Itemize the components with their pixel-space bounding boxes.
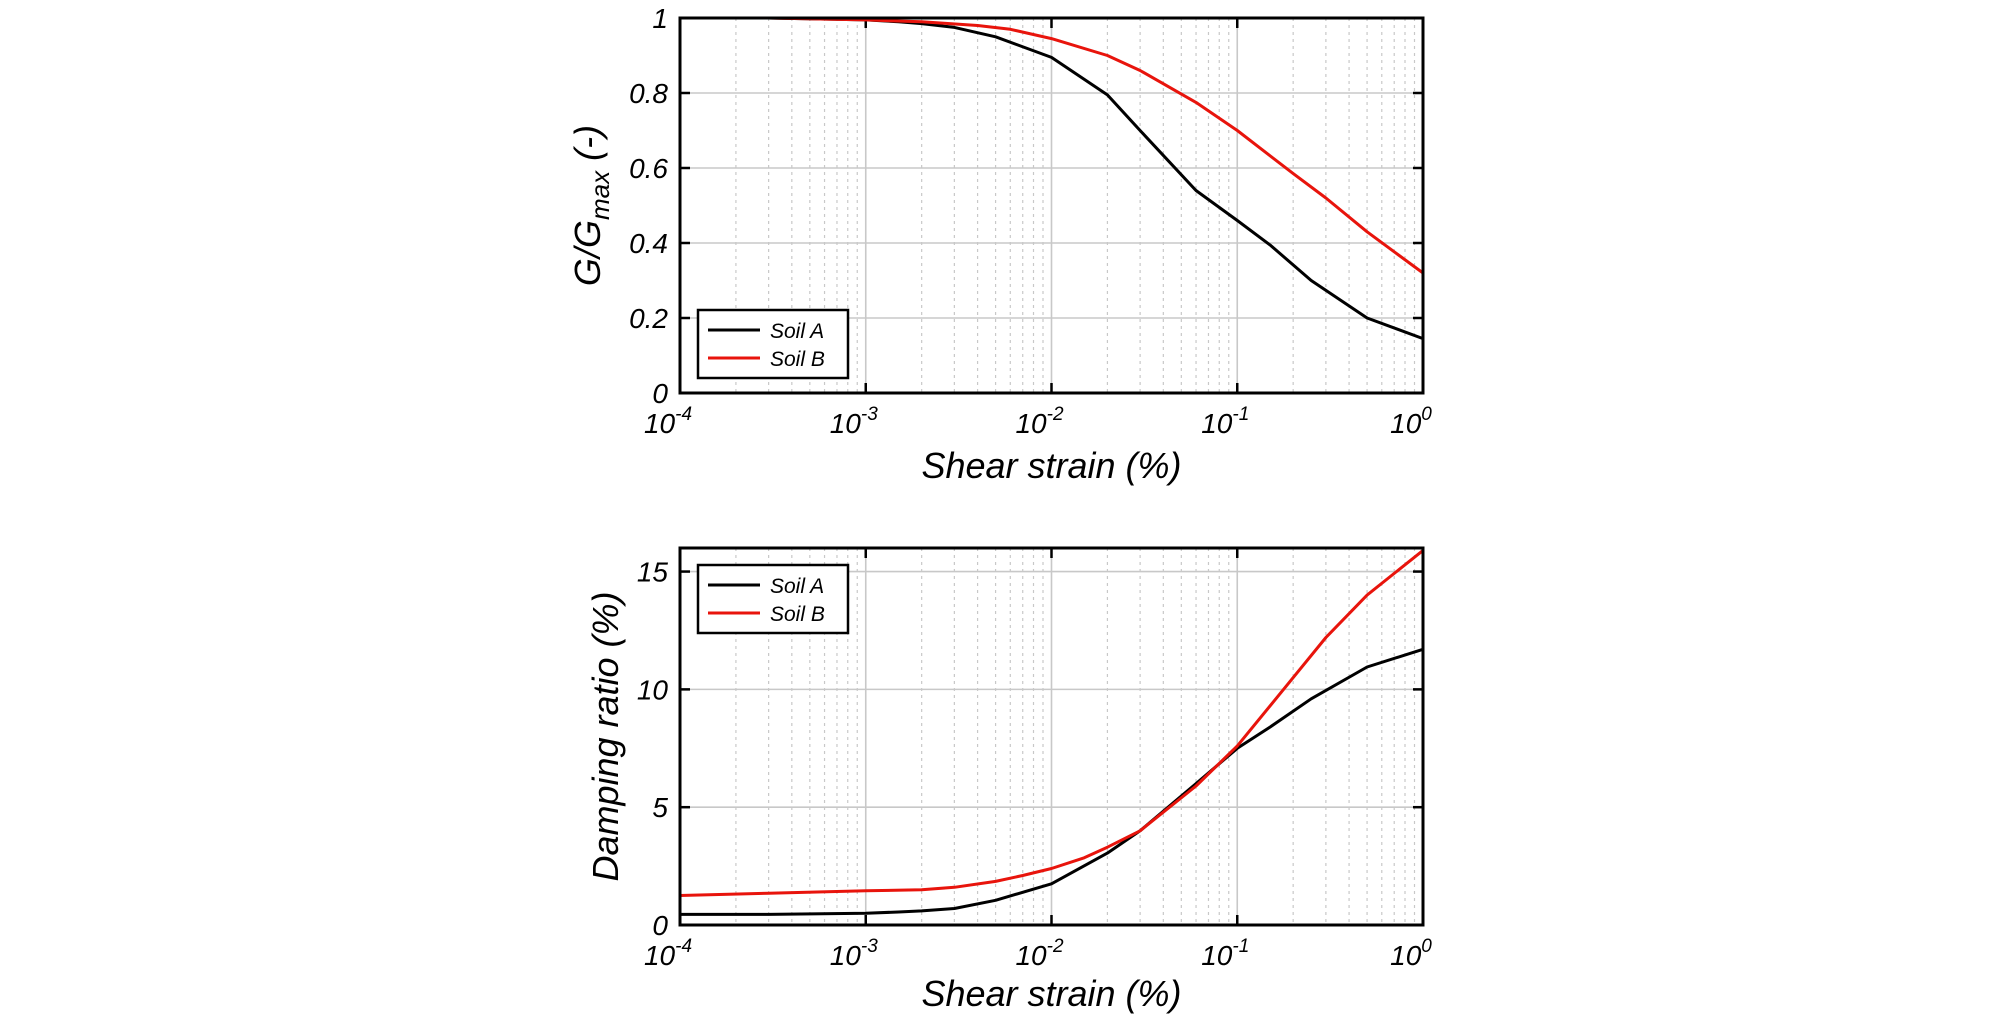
- x-tick-label: 100: [1390, 936, 1432, 971]
- legend-label: Soil B: [770, 348, 825, 371]
- x-tick-label: 10-4: [644, 936, 692, 971]
- y-tick-label: 0.8: [629, 78, 668, 109]
- series-line-soil-a: [680, 647, 1424, 916]
- legend-label: Soil B: [770, 603, 825, 626]
- y-tick-label: 10: [637, 674, 669, 705]
- y-tick-label: 1: [652, 3, 668, 34]
- legend: Soil A Soil B: [696, 563, 850, 635]
- y-tick-label: 0.2: [629, 303, 668, 334]
- x-axis-title: Shear strain (%): [921, 445, 1181, 486]
- x-axis-title: Shear strain (%): [921, 973, 1181, 1014]
- legend-box: [696, 308, 850, 380]
- y-tick-label: 5: [652, 792, 668, 823]
- plot-frame: [678, 16, 1425, 395]
- x-tick-label: 10-1: [1201, 936, 1249, 971]
- x-tick-label: 10-3: [830, 936, 878, 971]
- y-tick-label: 0: [652, 378, 668, 409]
- x-tick-label: 100: [1390, 404, 1432, 439]
- y-axis-title: Damping ratio (%): [585, 591, 626, 881]
- y-axis-title: G/Gmax (-): [567, 125, 615, 286]
- y-tick-label: 0: [652, 910, 668, 941]
- legend-label: Soil A: [770, 320, 824, 343]
- y-tick-label: 0.4: [629, 228, 668, 259]
- x-tick-label: 10-2: [1015, 404, 1063, 439]
- y-tick-label: 0.6: [629, 153, 668, 184]
- legend-box: [696, 563, 850, 635]
- plot-frame: [678, 546, 1425, 927]
- x-tick-label: 10-4: [644, 404, 692, 439]
- damping-ratio-chart: 10-4 10-3 10-2 10-1 100 0 5 10 15 Soil A Soil B She…: [585, 546, 1432, 1014]
- legend: Soil A Soil B: [696, 308, 850, 380]
- series-line-soil-b: [679, 549, 1424, 897]
- x-tick-label: 10-2: [1015, 936, 1063, 971]
- y-tick-label: 15: [637, 557, 669, 588]
- legend-label: Soil A: [770, 575, 824, 598]
- x-tick-label: 10-1: [1201, 404, 1249, 439]
- x-tick-label: 10-3: [830, 404, 878, 439]
- series-line-soil-b: [680, 16, 1424, 275]
